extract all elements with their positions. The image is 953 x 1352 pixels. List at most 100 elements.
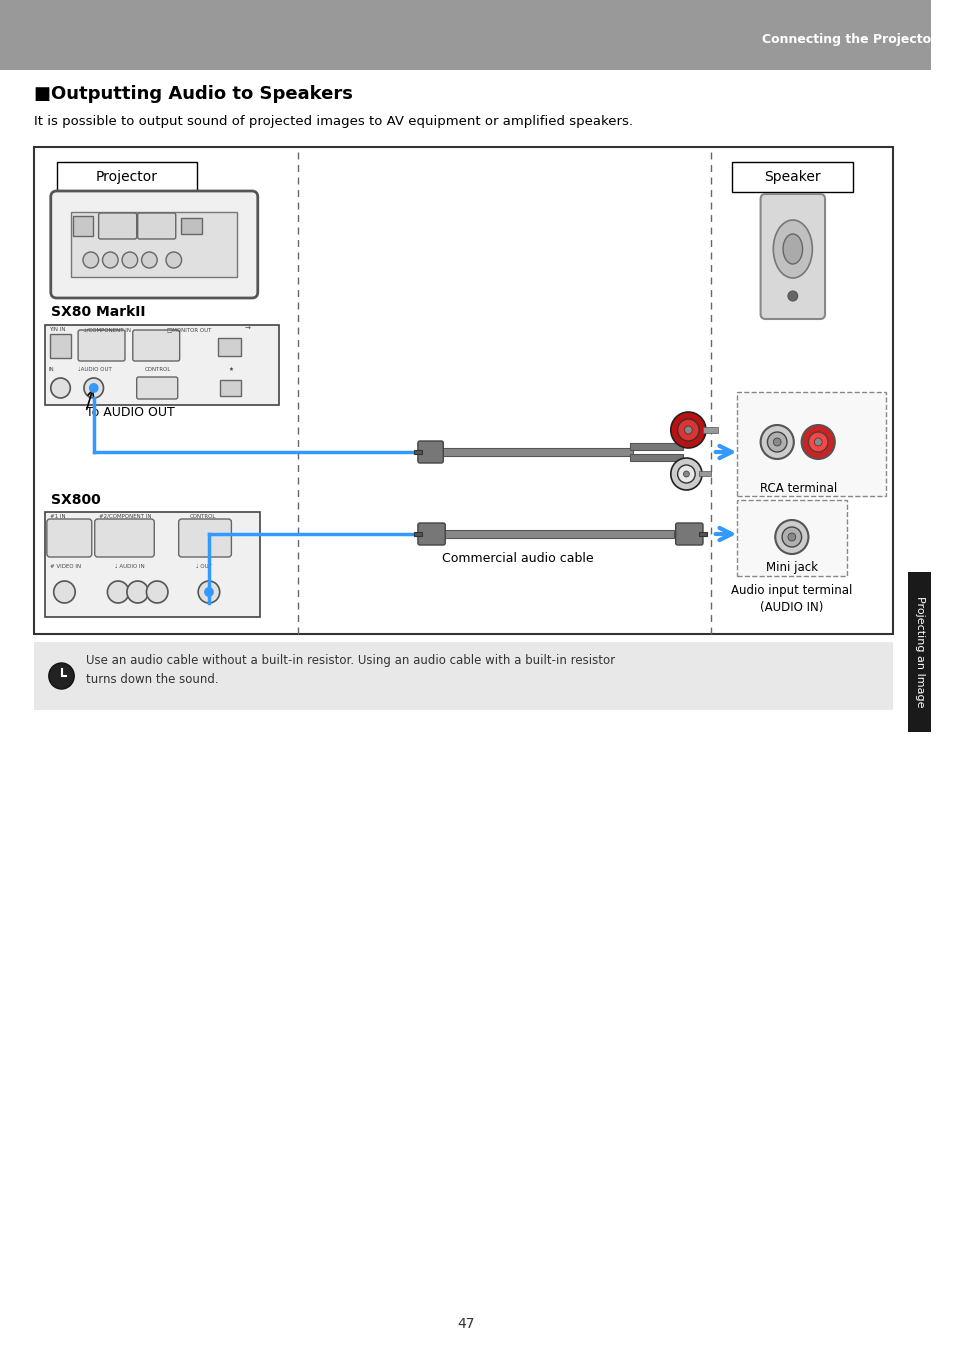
Text: Commercial audio cable: Commercial audio cable xyxy=(441,553,593,565)
Circle shape xyxy=(677,465,695,483)
Circle shape xyxy=(166,251,181,268)
Circle shape xyxy=(147,581,168,603)
Bar xyxy=(71,212,237,277)
FancyBboxPatch shape xyxy=(98,214,136,239)
Bar xyxy=(629,454,682,461)
Circle shape xyxy=(801,425,834,458)
Text: Use an audio cable without a built-in resistor. Using an audio cable with a buil: Use an audio cable without a built-in re… xyxy=(86,654,615,685)
Circle shape xyxy=(677,419,699,441)
Circle shape xyxy=(84,379,103,397)
Circle shape xyxy=(787,291,797,301)
Bar xyxy=(437,448,632,456)
FancyBboxPatch shape xyxy=(760,193,824,319)
Text: CONTROL: CONTROL xyxy=(190,514,215,519)
FancyBboxPatch shape xyxy=(732,162,853,192)
FancyBboxPatch shape xyxy=(675,523,702,545)
FancyBboxPatch shape xyxy=(737,500,845,576)
Bar xyxy=(907,572,930,731)
FancyBboxPatch shape xyxy=(737,392,884,496)
Circle shape xyxy=(204,587,213,598)
Circle shape xyxy=(51,379,71,397)
Bar xyxy=(441,530,673,538)
Text: ♩/COMPONENT IN: ♩/COMPONENT IN xyxy=(84,327,131,333)
FancyBboxPatch shape xyxy=(50,334,71,358)
Circle shape xyxy=(49,662,74,690)
FancyBboxPatch shape xyxy=(417,523,445,545)
Text: □MONITOR OUT: □MONITOR OUT xyxy=(167,327,212,333)
Circle shape xyxy=(775,521,807,554)
Text: SX80 MarkII: SX80 MarkII xyxy=(51,306,145,319)
FancyBboxPatch shape xyxy=(132,330,179,361)
Circle shape xyxy=(781,527,801,548)
Text: #1 IN: #1 IN xyxy=(50,514,66,519)
Text: ♩AUDIO OUT: ♩AUDIO OUT xyxy=(78,366,112,372)
Text: ★: ★ xyxy=(228,366,233,372)
Text: Projecting an Image: Projecting an Image xyxy=(914,596,923,707)
Text: # VIDEO IN: # VIDEO IN xyxy=(50,564,81,569)
Circle shape xyxy=(122,251,137,268)
Text: RCA terminal: RCA terminal xyxy=(760,481,837,495)
Circle shape xyxy=(89,383,98,393)
Text: CONTROL: CONTROL xyxy=(144,366,171,372)
Bar xyxy=(414,450,421,454)
Bar xyxy=(414,531,421,535)
Circle shape xyxy=(670,412,705,448)
Ellipse shape xyxy=(782,234,801,264)
Circle shape xyxy=(814,438,821,446)
Text: It is possible to output sound of projected images to AV equipment or amplified : It is possible to output sound of projec… xyxy=(34,115,633,128)
FancyBboxPatch shape xyxy=(78,330,125,361)
FancyBboxPatch shape xyxy=(180,218,202,234)
Bar xyxy=(0,0,930,70)
Bar xyxy=(629,443,682,450)
Text: To AUDIO OUT: To AUDIO OUT xyxy=(86,406,174,419)
Text: YIN IN: YIN IN xyxy=(49,327,65,333)
Circle shape xyxy=(766,433,786,452)
FancyBboxPatch shape xyxy=(417,441,443,462)
Bar xyxy=(34,642,892,710)
Circle shape xyxy=(683,426,692,434)
FancyBboxPatch shape xyxy=(56,162,197,192)
Bar xyxy=(45,324,279,406)
Text: Connecting the Projector: Connecting the Projector xyxy=(761,34,936,46)
FancyBboxPatch shape xyxy=(47,519,91,557)
Text: ♩ OUT: ♩ OUT xyxy=(196,564,212,569)
Text: Speaker: Speaker xyxy=(763,170,821,184)
FancyBboxPatch shape xyxy=(51,191,257,297)
Circle shape xyxy=(53,581,75,603)
FancyBboxPatch shape xyxy=(219,380,241,396)
Text: SX800: SX800 xyxy=(51,493,100,507)
Text: Audio input terminal
(AUDIO IN): Audio input terminal (AUDIO IN) xyxy=(730,584,852,614)
Text: Mini jack: Mini jack xyxy=(765,561,817,575)
Circle shape xyxy=(670,458,701,489)
Circle shape xyxy=(682,470,689,477)
FancyBboxPatch shape xyxy=(137,214,175,239)
Circle shape xyxy=(760,425,793,458)
FancyBboxPatch shape xyxy=(178,519,232,557)
Circle shape xyxy=(141,251,157,268)
Text: →: → xyxy=(245,326,251,333)
Bar xyxy=(34,147,892,634)
Circle shape xyxy=(773,438,781,446)
Bar xyxy=(699,470,710,476)
FancyBboxPatch shape xyxy=(73,216,92,237)
Text: ♩ AUDIO IN: ♩ AUDIO IN xyxy=(115,564,145,569)
Text: 47: 47 xyxy=(456,1317,474,1330)
Circle shape xyxy=(127,581,149,603)
Bar xyxy=(702,427,717,433)
Bar xyxy=(45,512,259,617)
FancyBboxPatch shape xyxy=(136,377,177,399)
Circle shape xyxy=(108,581,129,603)
Text: Projector: Projector xyxy=(96,170,158,184)
FancyBboxPatch shape xyxy=(217,338,241,356)
FancyBboxPatch shape xyxy=(94,519,154,557)
Ellipse shape xyxy=(773,220,812,279)
Text: IN: IN xyxy=(49,366,54,372)
Bar xyxy=(699,531,706,535)
Circle shape xyxy=(83,251,98,268)
Circle shape xyxy=(102,251,118,268)
Circle shape xyxy=(787,533,795,541)
Circle shape xyxy=(198,581,219,603)
Text: #2/COMPONENT IN: #2/COMPONENT IN xyxy=(98,514,151,519)
Text: ■Outputting Audio to Speakers: ■Outputting Audio to Speakers xyxy=(34,85,353,103)
Circle shape xyxy=(807,433,827,452)
